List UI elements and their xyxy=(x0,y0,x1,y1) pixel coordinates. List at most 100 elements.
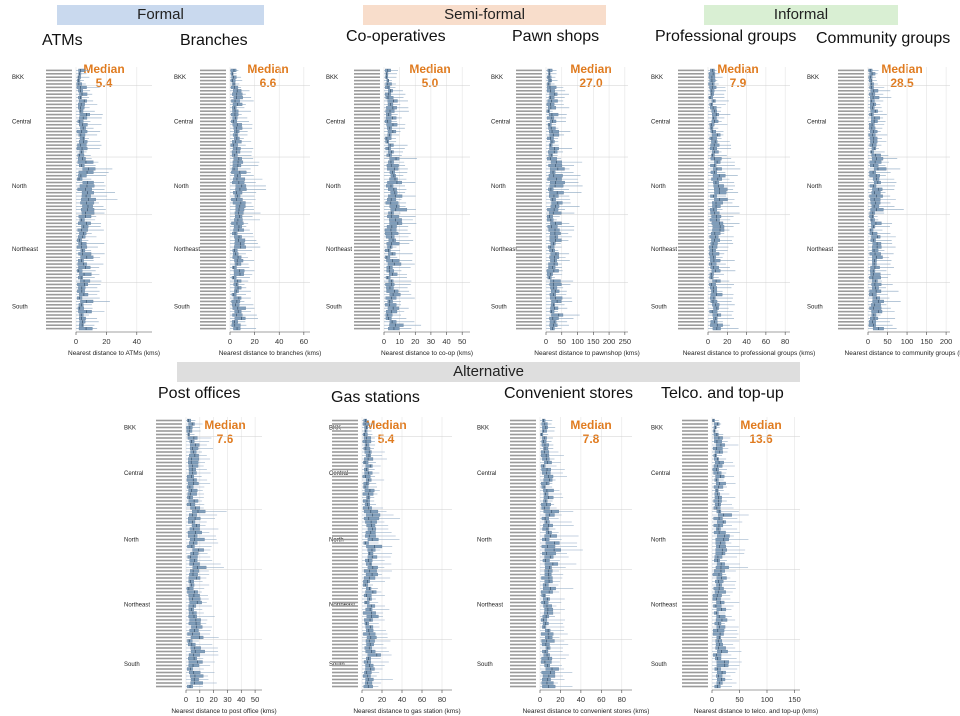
box xyxy=(549,129,559,134)
box xyxy=(550,252,559,256)
box xyxy=(363,611,376,615)
box xyxy=(869,160,882,164)
province-label-placeholder xyxy=(678,151,704,153)
box xyxy=(79,218,85,222)
region-label: Central xyxy=(329,471,348,477)
box xyxy=(541,450,550,454)
province-label-placeholder xyxy=(354,266,380,269)
box xyxy=(235,187,247,191)
province-label-placeholder xyxy=(200,123,226,126)
box xyxy=(231,323,241,327)
box xyxy=(712,632,724,636)
province-label-placeholder xyxy=(510,577,536,579)
box xyxy=(82,204,93,208)
box xyxy=(388,238,396,242)
province-label-placeholder xyxy=(354,229,380,231)
province-label-placeholder xyxy=(516,188,542,191)
province-label-placeholder xyxy=(838,307,864,310)
province-label-placeholder xyxy=(200,266,226,269)
informal-band: Informal xyxy=(704,5,898,25)
province-label-placeholder xyxy=(678,222,704,225)
province-label-placeholder xyxy=(510,510,536,513)
box xyxy=(869,126,876,130)
box xyxy=(362,674,371,678)
box xyxy=(541,544,556,549)
province-label-placeholder xyxy=(156,538,182,541)
box xyxy=(390,191,398,195)
box xyxy=(231,221,244,225)
box xyxy=(541,502,551,507)
province-label-placeholder xyxy=(200,310,226,313)
province-label-placeholder xyxy=(516,123,542,126)
province-label-placeholder xyxy=(46,123,72,126)
box xyxy=(713,432,719,437)
box xyxy=(713,653,722,657)
box xyxy=(542,551,556,556)
province-label-placeholder xyxy=(838,86,864,89)
province-label-placeholder xyxy=(332,468,358,471)
box xyxy=(551,201,563,205)
box xyxy=(544,460,552,465)
province-label-placeholder xyxy=(354,130,380,133)
box xyxy=(190,551,199,556)
province-label-placeholder xyxy=(838,181,864,184)
province-label-placeholder xyxy=(510,643,536,646)
province-label-placeholder xyxy=(682,580,708,583)
box xyxy=(871,248,879,253)
province-label-placeholder xyxy=(46,273,72,276)
province-label-placeholder xyxy=(156,545,182,548)
box xyxy=(77,306,84,310)
x-tick-label: 0 xyxy=(538,695,542,704)
province-label-placeholder xyxy=(332,650,358,653)
box xyxy=(389,221,403,225)
province-label-placeholder xyxy=(516,276,542,279)
province-label-placeholder xyxy=(838,300,864,303)
province-label-placeholder xyxy=(682,465,708,467)
box xyxy=(190,681,203,685)
province-label-placeholder xyxy=(682,608,708,611)
province-label-placeholder xyxy=(200,297,226,299)
box xyxy=(385,82,392,86)
x-tick-label: 30 xyxy=(223,695,231,704)
province-label-placeholder xyxy=(200,151,226,153)
box xyxy=(711,289,718,293)
province-label-placeholder xyxy=(354,212,380,214)
box xyxy=(234,235,242,239)
province-label-placeholder xyxy=(200,290,226,293)
box xyxy=(387,214,399,219)
province-label-placeholder xyxy=(516,327,542,330)
box xyxy=(709,136,717,140)
box xyxy=(188,656,197,661)
province-label-placeholder xyxy=(678,242,704,245)
province-label-placeholder xyxy=(332,423,358,425)
box xyxy=(365,607,373,612)
region-label: Central xyxy=(807,119,826,125)
province-label-placeholder xyxy=(838,106,864,109)
province-label-placeholder xyxy=(46,93,72,95)
x-tick-label: 40 xyxy=(275,337,283,346)
box xyxy=(550,242,556,246)
province-label-placeholder xyxy=(510,507,536,509)
province-label-placeholder xyxy=(354,178,380,180)
box xyxy=(79,272,92,276)
province-label-placeholder xyxy=(682,514,708,516)
province-label-placeholder xyxy=(46,327,72,330)
box xyxy=(543,653,550,657)
box xyxy=(712,446,723,451)
province-label-placeholder xyxy=(46,113,72,116)
box xyxy=(541,656,553,661)
box xyxy=(187,481,199,486)
province-label-placeholder xyxy=(332,668,358,670)
box xyxy=(79,136,85,140)
province-label-placeholder xyxy=(354,321,380,323)
province-label-placeholder xyxy=(510,437,536,439)
province-label-placeholder xyxy=(678,86,704,89)
box xyxy=(364,600,370,605)
x-axis-label: Nearest distance to community groups (km… xyxy=(845,350,960,357)
province-label-placeholder xyxy=(682,444,708,446)
province-label-placeholder xyxy=(46,164,72,167)
box xyxy=(387,187,397,191)
box xyxy=(549,235,559,239)
province-label-placeholder xyxy=(156,419,182,422)
province-label-placeholder xyxy=(682,531,708,534)
